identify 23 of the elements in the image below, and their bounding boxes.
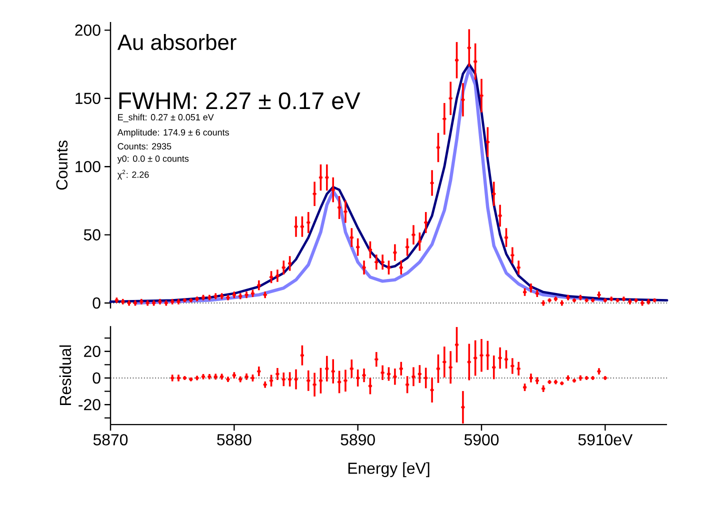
x-tick-label: 5890 <box>340 434 375 446</box>
annotation: Amplitude: 174.9 ± 6 counts <box>117 128 229 138</box>
y-axis-title: Residual <box>59 345 72 406</box>
y-tick-label: 50 <box>84 229 100 240</box>
annotation: E_shift: 0.27 ± 0.051 eV <box>118 114 214 122</box>
x-axis-title: Energy [eV] <box>348 462 430 478</box>
x-tick-label: 5900 <box>464 434 499 446</box>
annotation: Au absorber <box>117 34 236 50</box>
annotation: y0: 0.0 ± 0 counts <box>117 155 189 164</box>
x-tick-label: 5880 <box>217 434 252 446</box>
y-tick-label: 20 <box>84 346 100 358</box>
x-tick-label: 5910eV <box>578 434 633 446</box>
y-axis-title: Counts <box>56 140 68 190</box>
y-tick-label: -20 <box>78 398 100 410</box>
annotation: χ$^{2}$: 2.26 <box>117 170 149 180</box>
annotation: FWHM: 2.27 ± 0.17 eV <box>119 92 360 110</box>
y-tick-label: 200 <box>75 24 100 36</box>
x-tick-label: 5870 <box>93 434 128 446</box>
y-tick-label: 150 <box>76 92 100 104</box>
annotation: Counts: 2935 <box>118 143 172 150</box>
y-tick-label: 0 <box>92 297 100 309</box>
y-tick-label: 100 <box>76 160 100 172</box>
y-tick-label: 0 <box>92 372 100 384</box>
